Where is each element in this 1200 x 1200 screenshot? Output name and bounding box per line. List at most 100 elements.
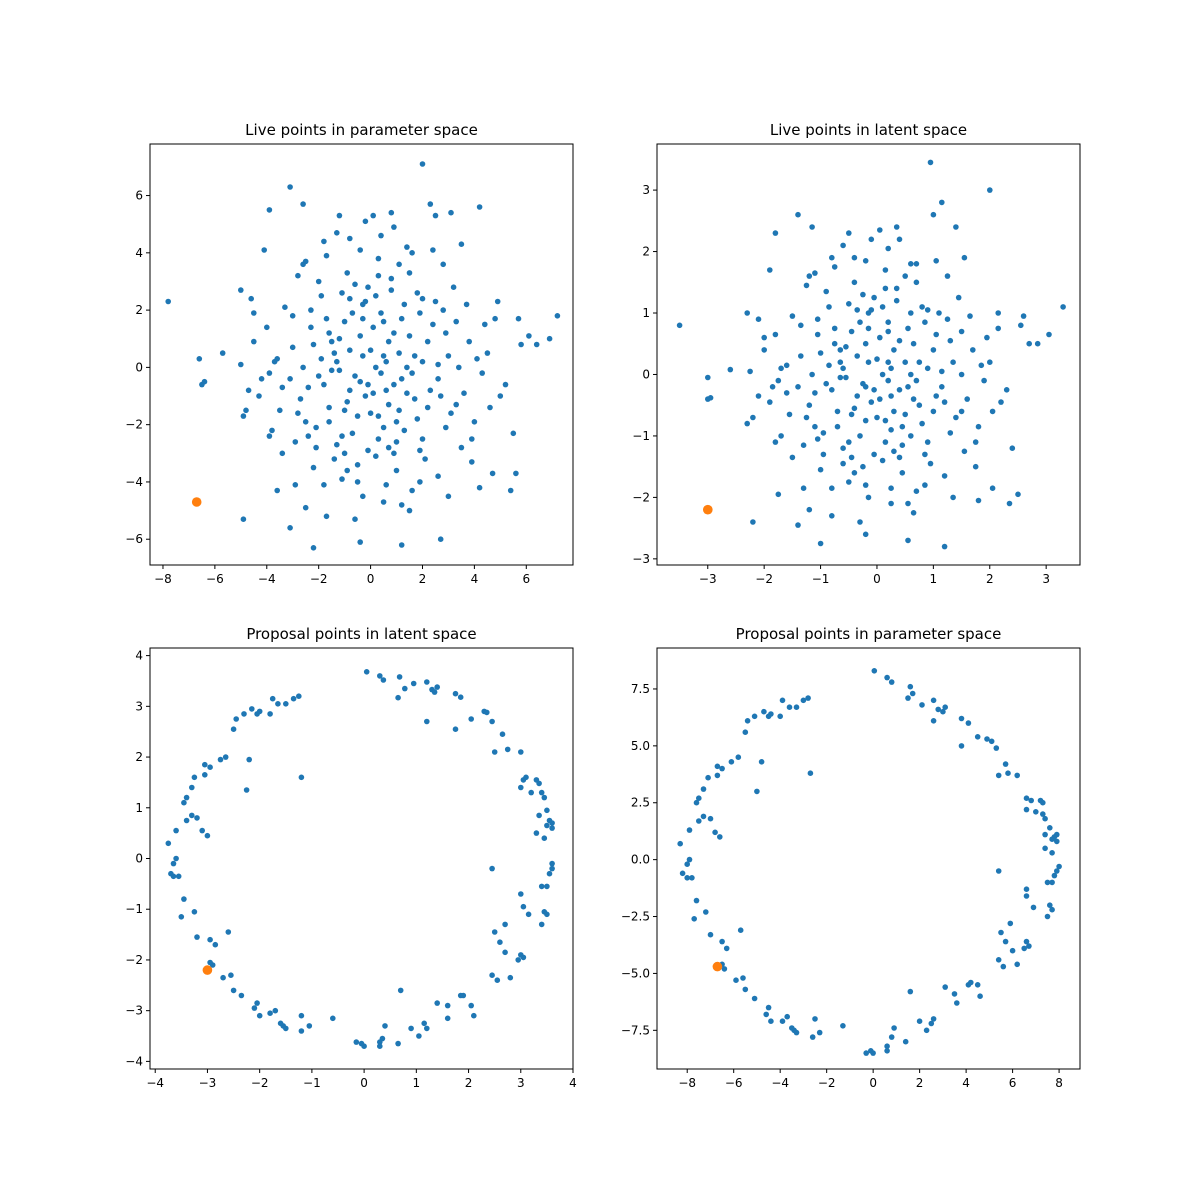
live-point: [391, 224, 397, 230]
live-point: [279, 450, 286, 457]
live-point: [1015, 491, 1021, 498]
y-tick-label: −2.5: [621, 910, 650, 924]
live-point: [173, 827, 179, 834]
live-point: [287, 525, 293, 531]
live-point: [183, 817, 190, 824]
live-point: [834, 423, 841, 430]
live-point: [851, 254, 858, 261]
live-point: [899, 442, 906, 449]
live-point: [318, 356, 325, 362]
live-point: [476, 484, 483, 491]
live-point: [696, 818, 702, 824]
live-point: [1021, 945, 1027, 952]
live-point: [871, 387, 877, 393]
live-point: [947, 430, 954, 436]
live-point: [677, 840, 683, 847]
live-point: [693, 799, 700, 806]
live-point: [922, 482, 928, 488]
live-point: [469, 459, 475, 465]
live-point: [375, 255, 382, 262]
live-point: [377, 673, 383, 679]
live-point: [940, 708, 946, 715]
live-point: [533, 341, 540, 348]
plot-frame: [149, 143, 574, 566]
x-tick-label: 3: [517, 1076, 525, 1090]
live-point: [793, 704, 800, 710]
live-point: [984, 334, 990, 341]
x-tick-label: 2: [419, 572, 427, 586]
x-tick-label: 8: [1055, 1076, 1063, 1090]
y-tick-label: −4: [125, 1054, 143, 1068]
live-point: [972, 439, 979, 445]
live-point: [837, 347, 844, 353]
live-point: [907, 988, 914, 995]
x-tick-label: −1: [303, 1076, 321, 1090]
live-point: [1033, 809, 1039, 815]
live-point: [684, 875, 690, 881]
live-point: [471, 1012, 477, 1019]
live-point: [755, 316, 762, 323]
live-point: [440, 307, 447, 313]
live-point: [840, 365, 846, 372]
live-point: [482, 321, 488, 328]
live-point: [471, 419, 478, 425]
live-point: [800, 697, 807, 704]
live-point: [315, 278, 322, 285]
live-point: [908, 310, 914, 316]
live-point: [871, 451, 877, 458]
live-point: [1054, 831, 1060, 838]
live-point: [173, 855, 179, 862]
x-tick-label: −6: [206, 572, 224, 586]
live-point: [868, 399, 875, 405]
live-point: [421, 1020, 428, 1027]
live-point: [871, 668, 878, 674]
live-point: [396, 674, 403, 680]
live-point: [865, 494, 872, 501]
live-point: [326, 404, 332, 411]
live-point: [541, 835, 548, 841]
x-tick-label: 4: [962, 1076, 970, 1090]
live-point: [910, 340, 917, 347]
y-tick-label: −7.5: [621, 1023, 650, 1037]
live-point: [267, 1010, 273, 1016]
live-point: [882, 439, 889, 445]
live-point: [370, 212, 377, 219]
live-point: [251, 1005, 258, 1011]
live-point: [913, 377, 920, 384]
live-point: [888, 427, 894, 433]
live-point: [1002, 761, 1009, 767]
live-point: [341, 407, 348, 414]
live-point: [874, 356, 880, 362]
live-point: [744, 310, 750, 316]
live-point: [313, 444, 319, 451]
x-tick-label: −4: [146, 1076, 164, 1090]
live-point: [1023, 893, 1030, 899]
live-point: [806, 506, 813, 513]
live-point: [820, 430, 827, 436]
live-point: [466, 338, 473, 345]
live-point: [334, 441, 340, 448]
live-point: [398, 376, 405, 382]
live-point: [453, 318, 460, 325]
live-point: [816, 1029, 823, 1036]
live-point: [939, 368, 945, 375]
live-point: [424, 1025, 430, 1032]
live-point: [862, 258, 869, 264]
live-point: [1054, 838, 1060, 845]
live-point: [809, 371, 815, 378]
live-point: [944, 273, 951, 279]
live-point: [395, 1040, 401, 1047]
live-point: [834, 408, 841, 415]
live-point: [696, 795, 702, 801]
live-point: [396, 350, 402, 356]
y-tick-label: 4: [135, 246, 143, 260]
live-point: [840, 242, 846, 249]
live-point: [251, 310, 257, 316]
live-point: [452, 726, 459, 732]
live-point: [347, 347, 353, 354]
x-tick-label: 3: [1042, 572, 1050, 586]
live-point: [851, 279, 858, 286]
chart-title: Live points in parameter space: [245, 121, 478, 139]
live-point: [383, 482, 390, 488]
live-point: [877, 396, 883, 402]
